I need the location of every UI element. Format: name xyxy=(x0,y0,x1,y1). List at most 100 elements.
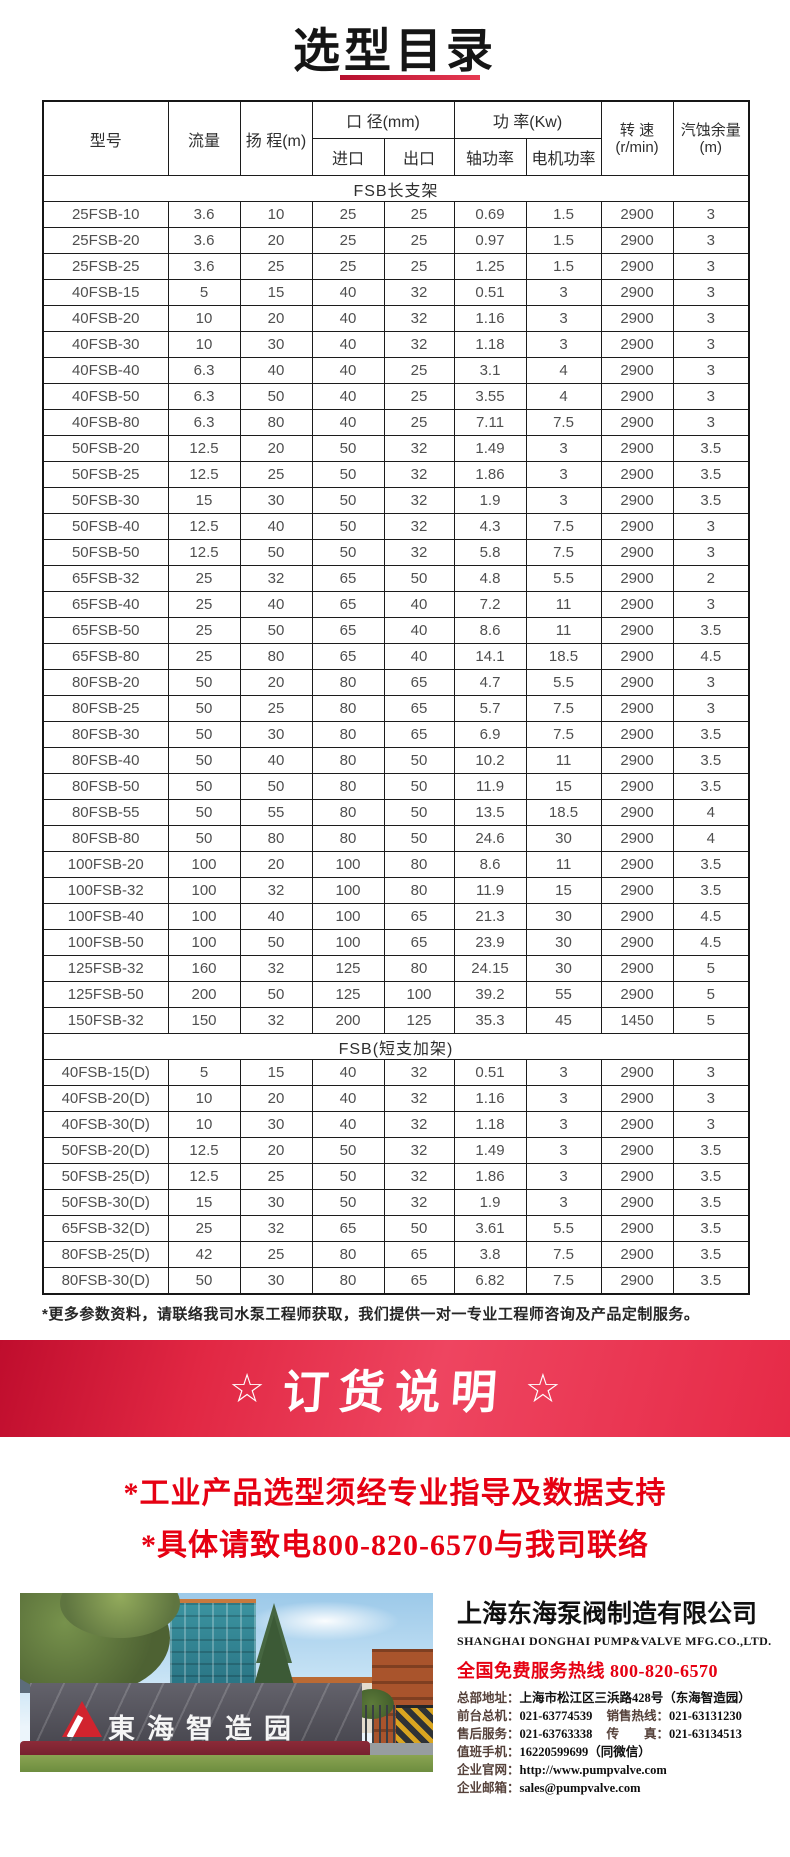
table-cell: 30 xyxy=(239,1189,313,1216)
table-row: 65FSB-50 25 50 65 40 8.6 11 2900 3.5 xyxy=(42,617,750,644)
table-cell: 80 xyxy=(311,747,385,774)
contact-value: 021-63774539 xyxy=(519,1709,593,1723)
table-cell: 50 xyxy=(167,747,241,774)
table-cell: 2900 xyxy=(600,721,674,748)
table-cell: 10 xyxy=(167,331,241,358)
table-cell: 25 xyxy=(167,1215,241,1242)
contact-value: sales@pumpvalve.com xyxy=(519,1781,641,1795)
table-cell: 7.5 xyxy=(525,1267,602,1295)
contact-label: 前台总机： xyxy=(457,1709,520,1723)
table-cell: 15 xyxy=(167,1189,241,1216)
table-cell: 150FSB-32 xyxy=(42,1007,169,1034)
table-cell: 5.5 xyxy=(525,669,602,696)
table-cell: 80FSB-20 xyxy=(42,669,169,696)
table-row: 150FSB-32 150 32 200 125 35.3 45 1450 5 xyxy=(42,1007,750,1034)
table-cell: 15 xyxy=(525,877,602,904)
table-cell: 12.5 xyxy=(167,461,241,488)
table-cell: 7.5 xyxy=(525,513,602,540)
table-cell: 30 xyxy=(239,1267,313,1295)
contact-label: 企业官网： xyxy=(457,1763,520,1777)
table-row: 80FSB-20 50 20 80 65 4.7 5.5 2900 3 xyxy=(42,669,750,696)
table-cell: 200 xyxy=(167,981,241,1008)
table-cell: 2900 xyxy=(600,461,674,488)
table-cell: 3.8 xyxy=(453,1241,527,1268)
table-cell: 2900 xyxy=(600,409,674,436)
company-name-cn: 上海东海泵阀制造有限公司 xyxy=(457,1600,758,1628)
table-cell: 50 xyxy=(311,1137,385,1164)
table-cell: 3.5 xyxy=(672,877,750,904)
table-cell: 100 xyxy=(167,851,241,878)
table-cell: 65 xyxy=(383,903,455,930)
table-cell: 40FSB-20(D) xyxy=(42,1085,169,1112)
contact-label: 总部地址： xyxy=(457,1691,520,1705)
table-row: 80FSB-25(D) 42 25 80 65 3.8 7.5 2900 3.5 xyxy=(42,1241,750,1268)
table-cell: 3 xyxy=(525,435,602,462)
table-cell: 7.11 xyxy=(453,409,527,436)
table-cell: 5 xyxy=(672,955,750,982)
star-icon: ☆ xyxy=(229,1366,265,1411)
table-section-row: FSB(短支加架) xyxy=(42,1033,750,1060)
table-cell: 25 xyxy=(383,383,455,410)
table-cell: 2900 xyxy=(600,279,674,306)
table-cell: 2900 xyxy=(600,1189,674,1216)
company-name-en: SHANGHAI DONGHAI PUMP&VALVE MFG.CO.,LTD. xyxy=(457,1634,772,1648)
table-cell: 25 xyxy=(239,1241,313,1268)
section-label: FSB长支架 xyxy=(42,175,750,202)
table-cell: 3.5 xyxy=(672,461,750,488)
table-cell: 80FSB-30 xyxy=(42,721,169,748)
table-cell: 2900 xyxy=(600,1267,674,1295)
table-cell: 2900 xyxy=(600,201,674,228)
table-cell: 25FSB-25 xyxy=(42,253,169,280)
col-header-outlet: 出口 xyxy=(383,138,455,176)
table-row: 100FSB-20 100 20 100 80 8.6 11 2900 3.5 xyxy=(42,851,750,878)
table-cell: 2900 xyxy=(600,1111,674,1138)
table-row: 40FSB-30 10 30 40 32 1.18 3 2900 3 xyxy=(42,331,750,358)
table-cell: 14.1 xyxy=(453,643,527,670)
table-cell: 32 xyxy=(383,279,455,306)
table-cell: 5 xyxy=(167,279,241,306)
table-cell: 2900 xyxy=(600,877,674,904)
table-row: 100FSB-32 100 32 100 80 11.9 15 2900 3.5 xyxy=(42,877,750,904)
table-cell: 2900 xyxy=(600,1241,674,1268)
table-cell: 25 xyxy=(311,253,385,280)
table-cell: 10 xyxy=(167,305,241,332)
contact-value: 16220599699（同微信） xyxy=(519,1745,651,1759)
col-header-npsh: 汽蚀余量 (m) xyxy=(672,100,750,176)
contact-value: 上海市松江区三浜路428号（东海智造园） xyxy=(519,1691,751,1705)
table-cell: 50 xyxy=(167,773,241,800)
table-cell: 2900 xyxy=(600,253,674,280)
table-cell: 5.8 xyxy=(453,539,527,566)
table-cell: 10.2 xyxy=(453,747,527,774)
table-cell: 3 xyxy=(672,591,750,618)
table-cell: 80 xyxy=(383,851,455,878)
table-cell: 7.5 xyxy=(525,1241,602,1268)
table-cell: 3 xyxy=(672,201,750,228)
table-cell: 160 xyxy=(167,955,241,982)
table-cell: 50 xyxy=(311,487,385,514)
table-cell: 12.5 xyxy=(167,435,241,462)
table-cell: 32 xyxy=(383,1111,455,1138)
table-cell: 1.5 xyxy=(525,253,602,280)
table-cell: 3.5 xyxy=(672,747,750,774)
table-cell: 65 xyxy=(311,617,385,644)
table-cell: 80FSB-30(D) xyxy=(42,1267,169,1295)
table-cell: 2900 xyxy=(600,565,674,592)
table-cell: 12.5 xyxy=(167,1137,241,1164)
table-cell: 25 xyxy=(239,253,313,280)
table-cell: 32 xyxy=(383,1059,455,1086)
table-cell: 40FSB-15(D) xyxy=(42,1059,169,1086)
table-cell: 3.5 xyxy=(672,1215,750,1242)
table-cell: 3.5 xyxy=(672,435,750,462)
contact-label: 企业邮箱： xyxy=(457,1781,520,1795)
table-cell: 15 xyxy=(239,279,313,306)
table-cell: 6.9 xyxy=(453,721,527,748)
table-cell: 11 xyxy=(525,851,602,878)
table-cell: 3 xyxy=(672,1111,750,1138)
contact-label: 销售热线： xyxy=(606,1709,669,1723)
page-title: 选型目录 xyxy=(293,24,497,77)
table-cell: 80FSB-40 xyxy=(42,747,169,774)
table-cell: 80FSB-55 xyxy=(42,799,169,826)
contact-lines: 总部地址：上海市松江区三浜路428号（东海智造园） 前台总机：021-637745… xyxy=(457,1689,770,1797)
table-cell: 65FSB-50 xyxy=(42,617,169,644)
table-row: 40FSB-40 6.3 40 40 25 3.1 4 2900 3 xyxy=(42,357,750,384)
